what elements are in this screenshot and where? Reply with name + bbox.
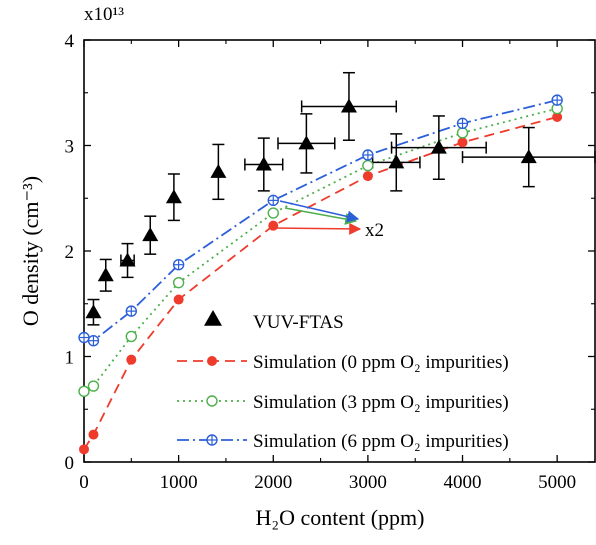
data-point-s0-8 [340,98,357,113]
data-point-s3-5 [362,149,374,161]
data-point-s1-0 [79,444,89,455]
series-line-2 [83,107,558,393]
data-point-s0-6 [255,156,272,171]
y-tick-label: 2 [65,242,75,263]
y-tick-label: 3 [65,137,75,158]
legend-label-0: VUV-FTAS [253,312,344,333]
data-point-s3-7 [551,94,563,106]
x-tick-label: 2000 [254,472,292,493]
legend-item-0: VUV-FTAS [204,310,344,333]
data-point-s2-4 [267,207,279,219]
legend-item-2: Simulation (3 ppm O₂ impurities) [177,392,509,413]
data-point-s3-4 [267,194,279,207]
data-point-s0-4 [165,189,182,204]
data-point-s3-3 [172,259,185,271]
x-tick-label: 0 [79,472,89,493]
legend-item-3: Simulation (6 ppm O₂ impurities) [177,431,509,452]
data-point-s0-1 [97,267,114,282]
x-tick-label: 1000 [160,472,198,493]
data-point-s1-6 [457,137,468,148]
data-point-s0-11 [520,149,537,164]
data-point-s2-1 [87,380,100,392]
data-point-s2-5 [362,159,374,172]
x2-annotation: x2 [271,200,384,241]
x-tick-label: 3000 [349,472,387,493]
x-tick-label: 4000 [444,472,482,493]
data-point-s3-0 [78,331,90,344]
data-point-s2-0 [78,385,90,398]
legend-marker-1 [207,356,217,366]
legend-label-1: Simulation (0 ppm O₂ impurities) [253,352,509,373]
data-point-s2-2 [125,330,138,343]
data-point-s3-6 [456,117,469,130]
data-point-s1-2 [126,354,137,365]
data-point-s1-4 [268,220,279,231]
y-tick-label: 1 [65,348,75,369]
x2-arrow-red [271,222,362,235]
data-point-s0-2 [119,252,136,267]
data-point-s3-2 [125,305,138,317]
y-tick-label: 4 [65,31,75,52]
legend-label-3: Simulation (6 ppm O₂ impurities) [253,431,509,452]
data-point-s1-3 [173,294,184,305]
errorbars [87,71,596,326]
data-point-s0-9 [388,154,405,169]
axes: 0 1000 2000 3000 4000 5000 0 1 2 3 4 [65,31,595,493]
data-point-s2-6 [456,127,469,139]
x2-arrow-blue [279,200,360,223]
x2-label: x2 [365,220,384,241]
x-tick-label: 5000 [538,472,576,493]
legend-marker-0 [204,310,222,326]
series-line-3 [83,99,558,342]
legend-marker-3 [206,434,218,446]
data-point-s0-0 [85,304,102,319]
data-point-s1-7 [552,112,563,123]
y-multiplier-label: x10¹³ [84,4,124,25]
legend-marker-2 [206,395,218,407]
x-axis-title: H₂O content (ppm) [256,505,425,530]
legend-label-2: Simulation (3 ppm O₂ impurities) [253,392,509,413]
markers [78,94,563,455]
data-point-s0-3 [142,227,159,242]
data-point-s3-1 [87,334,100,347]
data-point-s0-10 [430,139,447,154]
data-point-s1-1 [88,429,99,440]
data-point-s1-5 [362,171,373,182]
data-point-s0-5 [210,163,227,178]
x2-arrow-green [284,207,358,225]
data-point-s0-7 [298,135,315,150]
legend-item-1: Simulation (0 ppm O₂ impurities) [177,352,509,373]
legend: VUV-FTAS Simulation (0 ppm O₂ impurities)… [177,310,509,452]
data-point-s2-3 [172,276,185,289]
y-axis-title: O density (cm⁻³) [18,176,43,326]
y-tick-label: 0 [65,453,75,474]
